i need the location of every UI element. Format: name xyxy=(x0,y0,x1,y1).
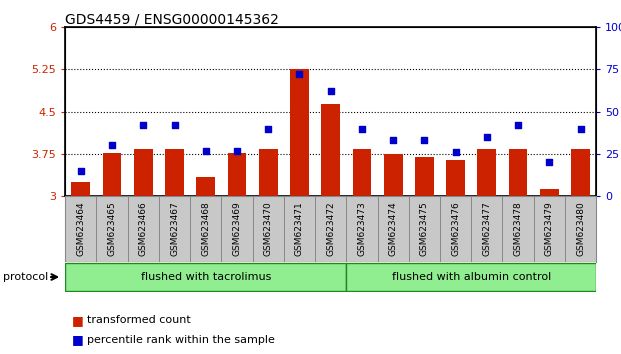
Point xyxy=(513,122,523,128)
Point xyxy=(388,138,398,143)
Text: GSM623472: GSM623472 xyxy=(326,202,335,256)
Point xyxy=(545,160,555,165)
Text: GSM623476: GSM623476 xyxy=(451,202,460,256)
Text: GSM623479: GSM623479 xyxy=(545,202,554,256)
Point xyxy=(419,138,429,143)
Text: GSM623478: GSM623478 xyxy=(514,202,523,256)
Bar xyxy=(571,149,590,196)
Text: GSM623469: GSM623469 xyxy=(232,202,242,256)
Bar xyxy=(259,149,278,196)
Text: ■: ■ xyxy=(71,333,83,346)
Point xyxy=(107,143,117,148)
Bar xyxy=(478,149,496,196)
Bar xyxy=(65,263,347,291)
Text: GSM623474: GSM623474 xyxy=(389,202,397,256)
Bar xyxy=(321,104,340,196)
Text: protocol: protocol xyxy=(3,272,48,282)
Bar xyxy=(290,69,309,196)
Bar xyxy=(540,189,559,196)
Text: GDS4459 / ENSG00000145362: GDS4459 / ENSG00000145362 xyxy=(65,12,279,27)
Point xyxy=(76,168,86,174)
Text: GSM623467: GSM623467 xyxy=(170,202,179,256)
Point xyxy=(451,149,461,155)
Point xyxy=(576,126,586,131)
Text: percentile rank within the sample: percentile rank within the sample xyxy=(87,335,275,345)
Point xyxy=(325,88,335,94)
Bar xyxy=(102,153,122,196)
Point xyxy=(357,126,367,131)
Bar xyxy=(353,149,371,196)
Text: GSM623465: GSM623465 xyxy=(107,202,117,256)
Text: GSM623475: GSM623475 xyxy=(420,202,429,256)
Text: transformed count: transformed count xyxy=(87,315,191,325)
Text: flushed with tacrolimus: flushed with tacrolimus xyxy=(140,272,271,282)
Text: GSM623470: GSM623470 xyxy=(264,202,273,256)
Text: GSM623480: GSM623480 xyxy=(576,202,585,256)
Point xyxy=(263,126,273,131)
Text: GSM623471: GSM623471 xyxy=(295,202,304,256)
Text: flushed with albumin control: flushed with albumin control xyxy=(392,272,551,282)
Bar xyxy=(384,154,402,196)
Point xyxy=(170,122,179,128)
Text: GSM623468: GSM623468 xyxy=(201,202,211,256)
Text: GSM623464: GSM623464 xyxy=(76,202,85,256)
Text: GSM623477: GSM623477 xyxy=(483,202,491,256)
Bar xyxy=(71,182,90,196)
Text: GSM623466: GSM623466 xyxy=(138,202,148,256)
Bar xyxy=(134,149,153,196)
Bar xyxy=(165,149,184,196)
Bar xyxy=(446,160,465,196)
Bar xyxy=(347,263,596,291)
Point xyxy=(232,148,242,153)
Point xyxy=(482,134,492,140)
Bar xyxy=(228,153,247,196)
Bar xyxy=(196,177,215,196)
Bar xyxy=(415,157,433,196)
Point xyxy=(138,122,148,128)
Point xyxy=(201,148,211,153)
Text: ■: ■ xyxy=(71,314,83,327)
Text: GSM623473: GSM623473 xyxy=(358,202,366,256)
Point xyxy=(294,71,304,77)
Bar xyxy=(509,149,527,196)
